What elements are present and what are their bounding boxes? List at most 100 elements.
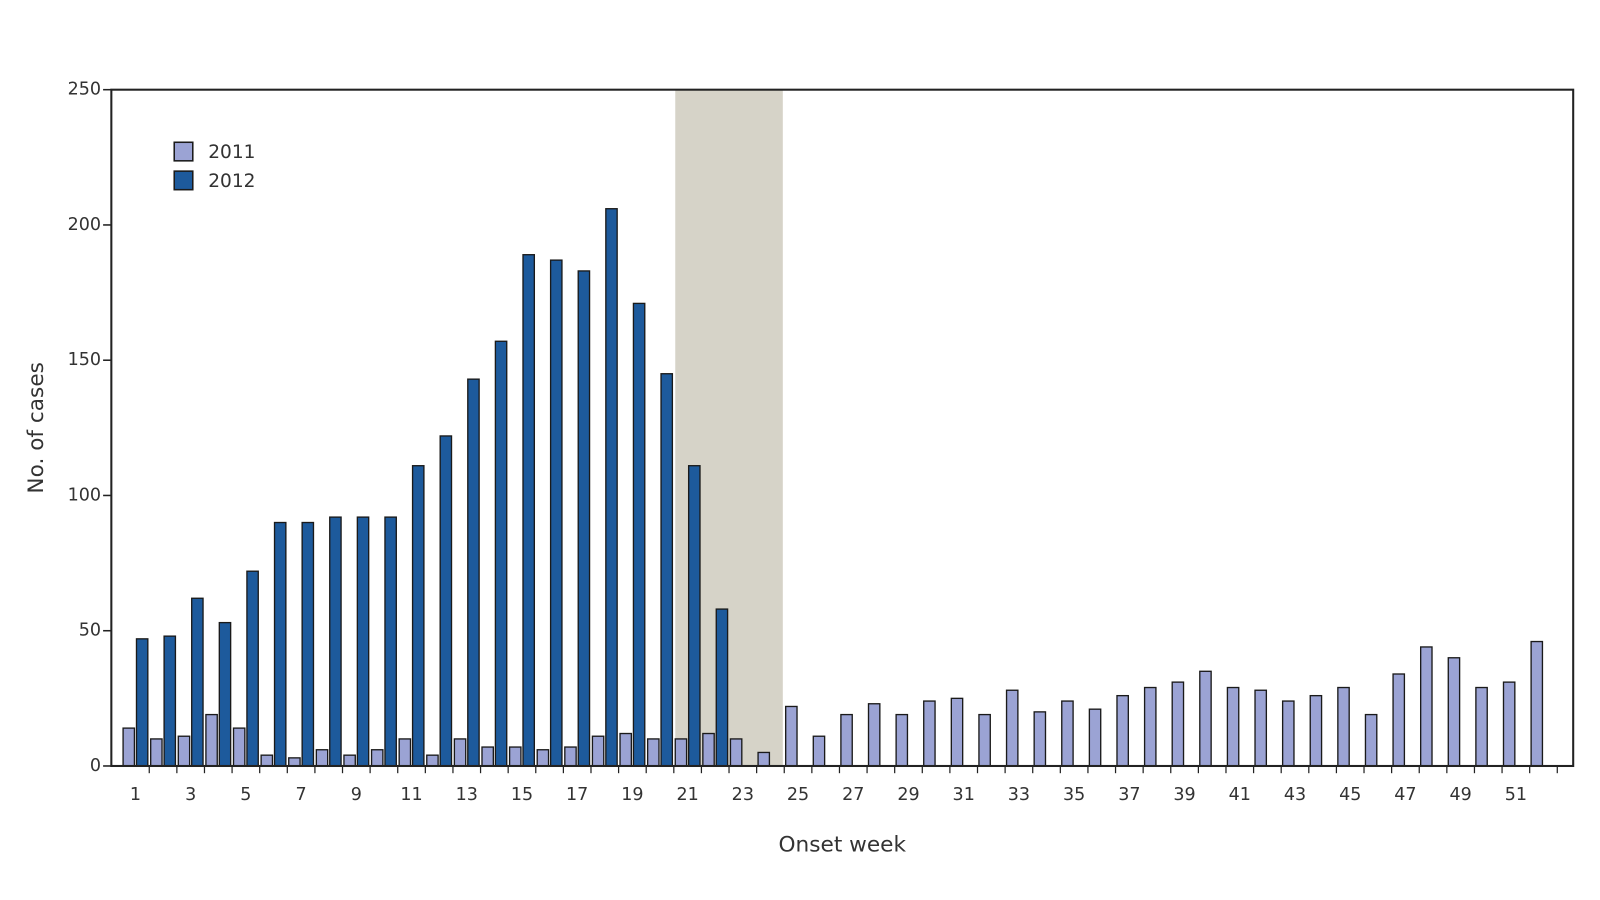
- bar: [1502, 681, 1516, 767]
- bar: [384, 516, 397, 767]
- bar: [453, 738, 467, 767]
- bar: [687, 465, 701, 767]
- bar: [978, 713, 991, 767]
- bar: [1033, 711, 1047, 767]
- legend-swatch: [173, 170, 194, 191]
- bar: [1447, 657, 1461, 767]
- bar: [1392, 673, 1406, 767]
- bar: [508, 746, 522, 767]
- bar: [205, 713, 218, 767]
- x-tick-label: 3: [185, 785, 196, 805]
- bar: [481, 746, 494, 767]
- bar: [1199, 670, 1212, 767]
- x-tick-label: 15: [511, 785, 533, 805]
- x-tick-label: 45: [1339, 785, 1361, 805]
- bar: [564, 746, 577, 767]
- x-tick-label: 41: [1229, 785, 1251, 805]
- bar: [895, 713, 909, 767]
- bar: [467, 378, 480, 767]
- x-tick-label: 29: [897, 785, 919, 805]
- bar: [674, 738, 688, 767]
- x-axis-title: Onset week: [779, 832, 907, 857]
- y-tick-label: 250: [68, 80, 101, 100]
- bar: [1337, 686, 1350, 767]
- legend-swatch: [173, 141, 194, 162]
- bar: [536, 749, 550, 767]
- bar: [549, 259, 563, 767]
- x-tick-label: 51: [1505, 785, 1527, 805]
- bar: [1281, 700, 1295, 767]
- x-tick-label: 21: [676, 785, 698, 805]
- y-tick-label: 150: [68, 350, 101, 370]
- bar: [1116, 694, 1129, 767]
- x-tick-label: 9: [351, 785, 362, 805]
- bar: [923, 700, 936, 767]
- bar: [577, 270, 591, 767]
- bar: [150, 738, 163, 767]
- bar: [619, 732, 633, 767]
- bar: [1226, 686, 1240, 767]
- y-tick-label: 50: [79, 621, 101, 641]
- x-tick-label: 25: [787, 785, 809, 805]
- bar: [343, 754, 356, 767]
- x-tick-label: 5: [240, 785, 251, 805]
- bar: [122, 727, 136, 767]
- bar: [315, 749, 329, 767]
- bar: [191, 597, 204, 767]
- bar: [632, 302, 646, 767]
- y-tick-label: 100: [68, 485, 101, 505]
- y-tick-label: 200: [68, 215, 101, 235]
- bar: [426, 754, 439, 767]
- x-tick-label: 11: [400, 785, 422, 805]
- bar: [1143, 686, 1157, 767]
- x-tick-label: 47: [1394, 785, 1416, 805]
- bar: [232, 727, 246, 767]
- bar: [1309, 694, 1323, 767]
- bar: [605, 208, 618, 767]
- x-tick-label: 31: [953, 785, 975, 805]
- bar: [1088, 708, 1102, 767]
- bar: [260, 754, 274, 767]
- bar: [273, 521, 287, 767]
- bar: [288, 757, 301, 767]
- x-tick-label: 39: [1173, 785, 1195, 805]
- x-tick-label: 13: [456, 785, 478, 805]
- bar: [729, 738, 743, 767]
- bar: [1364, 713, 1378, 767]
- x-tick-label: 43: [1284, 785, 1306, 805]
- legend-label: 2012: [208, 171, 255, 192]
- bar: [522, 254, 536, 767]
- bar: [840, 713, 853, 767]
- bar: [1061, 700, 1074, 767]
- bar: [715, 608, 729, 767]
- bar: [163, 635, 177, 767]
- bar: [135, 638, 149, 767]
- bar: [398, 738, 412, 767]
- x-tick-label: 23: [732, 785, 754, 805]
- bar: [1005, 689, 1019, 767]
- plot-frame: [110, 88, 1575, 768]
- y-tick-label: 0: [90, 756, 101, 776]
- x-tick-label: 17: [566, 785, 588, 805]
- bar: [218, 621, 232, 767]
- bar: [177, 735, 191, 767]
- bar: [411, 465, 425, 767]
- bar: [757, 751, 771, 767]
- legend-label: 2011: [208, 142, 255, 163]
- bar: [950, 697, 964, 767]
- bar: [702, 732, 715, 767]
- x-tick-label: 1: [130, 785, 141, 805]
- x-tick-label: 27: [842, 785, 864, 805]
- bar: [1530, 640, 1544, 767]
- bar: [329, 516, 342, 767]
- x-tick-label: 37: [1118, 785, 1140, 805]
- bar: [1171, 681, 1185, 767]
- bar: [370, 749, 384, 767]
- y-axis-title: No. of cases: [24, 362, 49, 493]
- bar: [812, 735, 826, 767]
- bar: [785, 705, 798, 767]
- x-tick-label: 7: [296, 785, 307, 805]
- x-tick-label: 19: [621, 785, 643, 805]
